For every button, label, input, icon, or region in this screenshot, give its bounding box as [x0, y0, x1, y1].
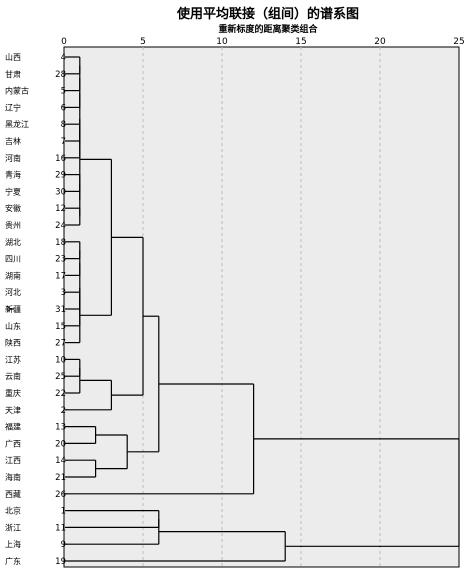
leaf-label: 北京: [5, 506, 21, 516]
dendrogram-tree: [65, 56, 460, 562]
leaf-label: 浙江: [5, 522, 21, 532]
leaf-label: 甘肃: [5, 69, 21, 79]
chart-subtitle: 重新标度的距离聚类组合: [218, 23, 318, 35]
leaf-label: 山东: [5, 321, 21, 331]
leaf-label: 新疆: [5, 304, 21, 314]
x-tick-label: 15: [295, 37, 306, 47]
leaf-id: 4: [61, 53, 66, 63]
leaf-id: 5: [61, 87, 66, 97]
leaf-id: 7: [61, 137, 66, 147]
leaf-label: 吉林: [5, 136, 21, 146]
leaf-label: 海南: [5, 472, 21, 482]
leaf-id: 25: [55, 372, 66, 382]
leaf-label: 辽宁: [5, 102, 21, 112]
leaf-label: 陕西: [5, 338, 21, 348]
leaf-id: 22: [55, 389, 66, 399]
leaf-id: 20: [55, 439, 66, 449]
x-axis-ticks: 0 5 10 15 20 25: [61, 37, 465, 47]
leaf-label: 河南: [5, 153, 21, 163]
leaf-label: 江苏: [5, 354, 21, 364]
leaf-id: 6: [61, 103, 66, 113]
leaf-id: 27: [55, 339, 66, 349]
leaf-label: 湖南: [5, 270, 21, 280]
x-tick-label: 0: [61, 37, 67, 47]
leaf-id: 10: [55, 355, 66, 365]
leaf-id: 18: [55, 238, 66, 248]
leaf-label: 西藏: [5, 489, 21, 499]
leaf-label: 天津: [5, 405, 21, 415]
leaf-id: 19: [55, 557, 66, 567]
x-tick-label: 5: [140, 37, 146, 47]
leaf-label: 云南: [5, 371, 21, 381]
leaf-id: 2: [61, 406, 66, 416]
leaf-label: 黑龙江: [5, 119, 29, 129]
leaf-id: 23: [55, 255, 66, 265]
leaf-id: 3: [61, 288, 66, 298]
leaf-label: 上海: [5, 539, 21, 549]
leaf-label: 山西: [5, 52, 21, 62]
leaf-id: 9: [61, 540, 66, 550]
leaf-id: 30: [55, 187, 66, 197]
leaf-id: 26: [55, 490, 66, 500]
leaf-id: 14: [55, 456, 66, 466]
leaf-id: 11: [55, 523, 66, 533]
leaf-label: 福建: [5, 422, 21, 432]
x-tick-label: 20: [374, 37, 386, 47]
leaf-id: 21: [55, 473, 66, 483]
leaf-id: 16: [55, 154, 66, 164]
chart-title: 使用平均联接（组间）的谱系图: [176, 6, 359, 22]
leaf-id: 8: [61, 120, 66, 130]
leaf-id: 28: [55, 70, 66, 80]
leaf-id: 15: [55, 322, 66, 332]
leaf-id: 17: [55, 271, 66, 281]
y-axis-label: Y: [6, 305, 17, 313]
plot-area: [63, 46, 460, 568]
leaf-label: 宁夏: [5, 186, 21, 196]
leaf-label: 青海: [5, 170, 21, 180]
leaf-label: 安徽: [5, 203, 21, 213]
leaf-id: 29: [55, 171, 66, 181]
leaf-id: 12: [55, 204, 66, 214]
leaf-label: 广东: [5, 556, 21, 566]
leaf-id: 13: [55, 423, 66, 433]
leaf-label: 重庆: [5, 388, 21, 398]
leaf-label: 内蒙古: [5, 86, 29, 96]
leaf-label: 广西: [5, 438, 21, 448]
leaf-label: 江西: [5, 456, 21, 465]
leaf-label: 湖北: [5, 238, 21, 247]
leaf-id: 1: [61, 507, 66, 517]
leaf-label: 四川: [5, 255, 21, 264]
leaf-label: 河北: [5, 287, 21, 297]
x-tick-label: 10: [216, 37, 228, 47]
leaf-id: 31: [55, 305, 66, 315]
x-tick-label: 25: [453, 37, 464, 47]
leaf-label: 贵州: [5, 220, 21, 230]
leaf-id: 24: [55, 221, 66, 231]
